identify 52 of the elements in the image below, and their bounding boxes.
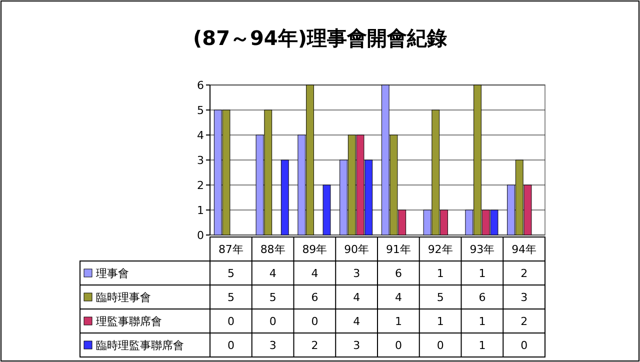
- data-label: 4: [353, 314, 360, 328]
- data-label: 1: [394, 314, 402, 328]
- x-tick-label: 90年: [344, 242, 370, 256]
- data-label: 1: [478, 338, 486, 352]
- data-label: 4: [353, 290, 360, 304]
- y-tick-label: 4: [197, 128, 204, 142]
- y-tick-label: 5: [197, 104, 204, 117]
- data-label: 5: [436, 290, 444, 304]
- data-label: 6: [311, 290, 318, 304]
- y-tick-label: 1: [197, 204, 204, 217]
- data-label: 0: [436, 338, 444, 352]
- y-tick-label: 0: [197, 228, 204, 242]
- data-label: 1: [478, 266, 486, 280]
- data-label: 5: [269, 290, 276, 304]
- y-tick-label: 2: [197, 178, 204, 192]
- x-tick-label: 92年: [428, 242, 453, 256]
- data-label: 1: [436, 314, 444, 328]
- legend-label: 理監事聯席會: [96, 314, 162, 328]
- data-label: 2: [520, 314, 528, 328]
- x-tick-label: 88年: [260, 242, 286, 256]
- y-tick-label: 3: [197, 154, 204, 167]
- data-label: 3: [520, 290, 528, 304]
- data-label: 0: [520, 338, 528, 352]
- data-label: 0: [269, 314, 276, 328]
- legend-label: 理事會: [96, 266, 129, 280]
- x-tick-label: 91年: [386, 242, 411, 256]
- data-label: 3: [353, 266, 360, 280]
- data-label: 3: [353, 338, 360, 352]
- data-label: 2: [520, 266, 528, 280]
- data-label: 1: [478, 314, 486, 328]
- x-tick-label: 93年: [470, 242, 495, 256]
- chart-title: (87～94年)理事會開會紀錄: [193, 26, 447, 50]
- data-label: 4: [269, 266, 276, 280]
- data-label: 0: [394, 338, 402, 352]
- data-label: 4: [394, 290, 402, 304]
- data-label: 0: [311, 314, 318, 328]
- data-label: 4: [311, 266, 318, 280]
- data-label: 2: [311, 338, 318, 352]
- data-label: 1: [436, 266, 444, 280]
- data-label: 6: [478, 290, 486, 304]
- x-tick-label: 94年: [512, 242, 537, 256]
- y-tick-label: 6: [197, 78, 204, 92]
- data-label: 3: [269, 338, 276, 352]
- data-label: 5: [227, 290, 234, 304]
- x-tick-label: 87年: [218, 242, 244, 256]
- legend-label: 臨時理事會: [96, 290, 151, 304]
- x-tick-label: 89年: [302, 242, 328, 256]
- data-label: 5: [227, 266, 234, 280]
- legend-label: 臨時理監事聯席會: [96, 338, 184, 352]
- data-label: 6: [394, 266, 402, 280]
- data-label: 0: [227, 314, 234, 328]
- data-label: 0: [227, 338, 234, 352]
